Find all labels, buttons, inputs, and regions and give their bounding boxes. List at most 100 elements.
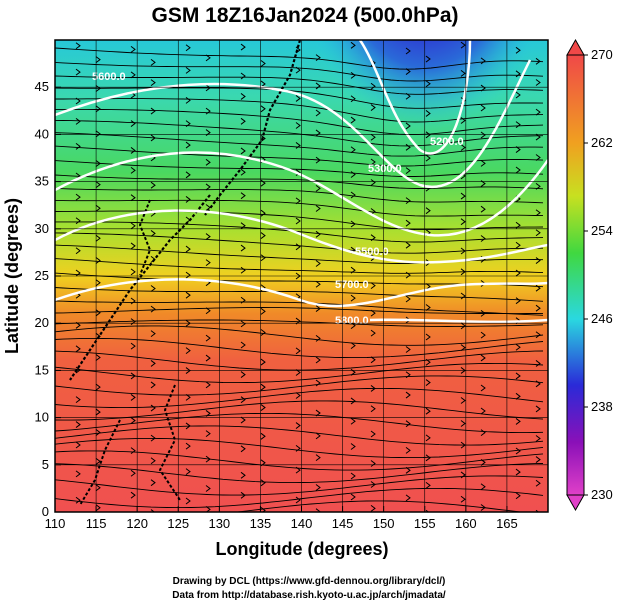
streamline-arrow xyxy=(205,259,211,266)
streamline xyxy=(55,300,544,316)
streamline-arrow xyxy=(315,379,321,387)
streamline-arrow xyxy=(405,219,411,227)
streamline-arrow xyxy=(405,197,411,205)
streamline-arrow xyxy=(370,329,376,337)
streamline-arrow xyxy=(75,396,81,404)
streamline-arrow xyxy=(535,284,541,292)
streamline xyxy=(55,287,544,302)
streamline-arrow xyxy=(460,117,466,124)
streamline-arrow xyxy=(205,334,211,342)
streamline-arrow xyxy=(515,146,521,153)
streamline-arrow xyxy=(515,392,521,400)
streamline-arrow xyxy=(460,268,466,276)
colorbar-tick-label: 254 xyxy=(591,223,613,238)
streamline-arrow xyxy=(130,120,136,127)
streamline-arrow xyxy=(405,47,411,55)
streamline-arrow xyxy=(185,120,191,128)
contour-label: 5300.0 xyxy=(368,163,402,175)
x-tick-label: 145 xyxy=(332,516,354,531)
streamline-arrow xyxy=(460,344,466,352)
streamline-arrow xyxy=(185,66,191,74)
streamline-arrow xyxy=(405,167,411,175)
streamline-arrow xyxy=(95,105,101,113)
streamline-arrow xyxy=(370,158,376,166)
streamline-arrow xyxy=(480,57,486,65)
streamline-arrow xyxy=(405,143,411,151)
streamline-arrow xyxy=(350,146,356,154)
streamline-arrow xyxy=(535,331,541,339)
streamline-arrow xyxy=(95,354,101,361)
streamline-arrow xyxy=(535,405,541,413)
streamline-arrow xyxy=(315,156,321,164)
streamline-arrow xyxy=(240,117,246,125)
streamline xyxy=(55,75,544,95)
contour-label: 5200.0 xyxy=(430,136,464,148)
streamline-arrow xyxy=(370,104,376,111)
streamline-arrow xyxy=(150,479,156,487)
streamline-arrow xyxy=(350,220,356,228)
streamline-arrow xyxy=(480,104,486,112)
streamline-arrow xyxy=(295,496,301,504)
streamline-arrow xyxy=(515,241,521,249)
streamline-arrow xyxy=(150,255,156,263)
streamline-arrow xyxy=(350,41,356,49)
streamline-arrow xyxy=(535,479,541,487)
streamline-arrow xyxy=(405,122,411,130)
streamline-arrow xyxy=(405,391,411,399)
streamline xyxy=(55,437,544,459)
streamline-arrow xyxy=(350,472,356,480)
streamline-arrow xyxy=(405,92,411,100)
streamline-arrow xyxy=(130,469,136,477)
streamline-arrow xyxy=(315,260,321,267)
streamline-arrow xyxy=(205,307,211,315)
streamline-arrow xyxy=(460,192,466,200)
y-tick-label: 25 xyxy=(35,268,49,283)
streamline-arrow xyxy=(260,404,266,411)
streamline-arrow xyxy=(515,121,521,129)
streamline-arrow xyxy=(370,504,376,512)
streamline-arrow xyxy=(405,420,411,428)
streamline xyxy=(55,145,544,167)
streamline-arrow xyxy=(315,109,321,117)
streamline-arrow xyxy=(350,116,356,124)
streamline-arrow xyxy=(75,366,81,374)
streamline-arrow xyxy=(240,396,246,404)
y-tick-label: 5 xyxy=(42,457,49,472)
x-tick-label: 165 xyxy=(496,516,518,531)
colorbar-tick-label: 230 xyxy=(591,487,613,502)
streamline-arrow xyxy=(240,244,246,252)
streamline-arrow xyxy=(480,131,486,139)
x-tick-label: 125 xyxy=(167,516,189,531)
streamline xyxy=(55,362,544,384)
streamline xyxy=(55,475,544,496)
streamline-arrow xyxy=(240,147,246,155)
streamline-arrow xyxy=(205,485,211,492)
height-contours xyxy=(55,40,548,324)
y-tick-label: 35 xyxy=(35,174,49,189)
streamline-arrow xyxy=(350,191,356,199)
streamline-arrow xyxy=(460,420,466,427)
streamline-arrow xyxy=(260,209,266,217)
streamline-arrow xyxy=(95,234,101,242)
streamline-arrow xyxy=(515,447,521,455)
streamline-arrow xyxy=(425,207,431,215)
streamline-arrow xyxy=(95,279,101,287)
streamline xyxy=(55,258,544,274)
streamline-arrow xyxy=(460,41,466,49)
streamline-arrow xyxy=(425,358,431,366)
streamline-arrow xyxy=(295,169,301,177)
streamline-arrow xyxy=(425,55,431,63)
streamline-arrow xyxy=(295,217,301,225)
streamline-arrow xyxy=(370,82,376,90)
streamline-arrow xyxy=(75,441,81,449)
streamline-arrow xyxy=(295,66,301,74)
streamline-arrow xyxy=(515,166,521,174)
streamline-arrow xyxy=(75,345,81,353)
streamline xyxy=(55,47,544,70)
streamline-arrow xyxy=(405,466,411,474)
streamline-arrow xyxy=(350,266,356,274)
streamline-arrow xyxy=(95,130,101,138)
streamline-arrow xyxy=(95,408,101,416)
streamline-arrow xyxy=(315,432,321,440)
streamline-arrow xyxy=(130,268,136,276)
